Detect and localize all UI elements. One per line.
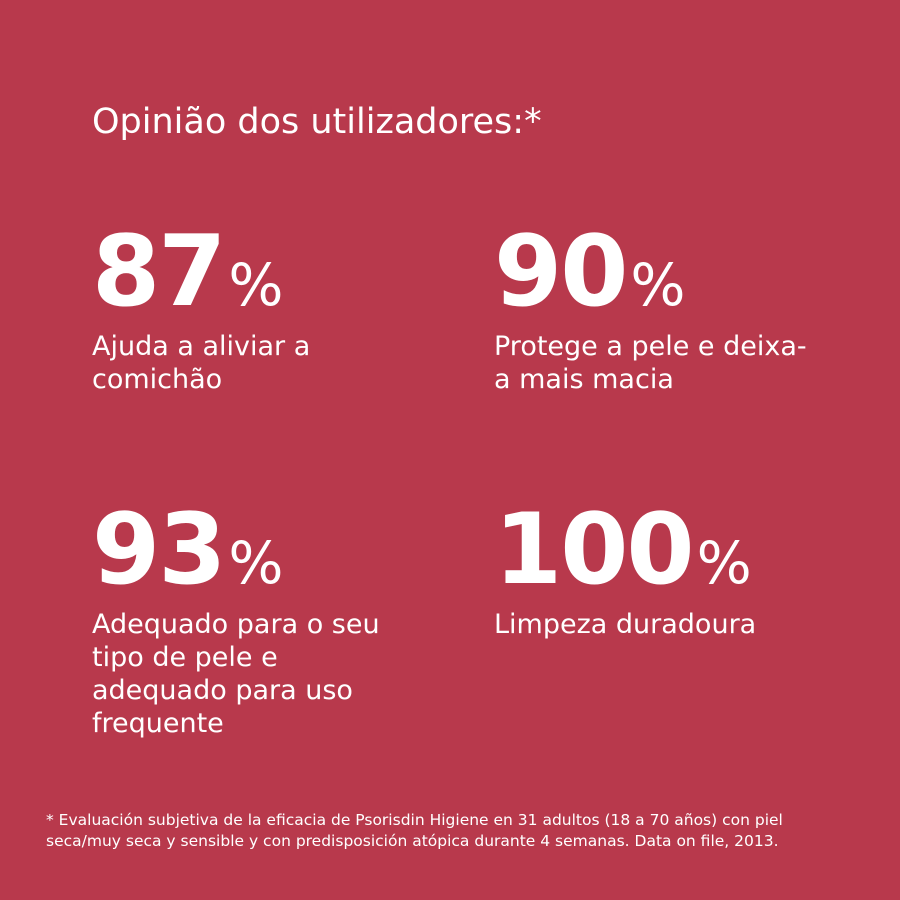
stat-unit: %	[228, 251, 284, 319]
stat-value: 93 %	[92, 500, 412, 600]
stat-unit: %	[630, 251, 686, 319]
stat-number: 90	[494, 215, 628, 329]
stat-skin-protection: 90 % Protege a pele e deixa-a mais macia	[494, 222, 814, 396]
stat-value: 87 %	[92, 222, 412, 322]
stat-unit: %	[696, 529, 752, 597]
stat-itch-relief: 87 % Ajuda a aliviar a comichão	[92, 222, 412, 396]
stat-description: Limpeza duradoura	[494, 609, 757, 640]
stat-lasting-clean: 100 % Limpeza duradoura	[494, 500, 814, 641]
stat-number: 93	[92, 493, 226, 607]
footnote: * Evaluación subjetiva de la eficacia de…	[46, 811, 783, 850]
page-title: Opinião dos utilizadores:*	[92, 102, 542, 142]
stat-value: 100 %	[494, 500, 814, 600]
stat-value: 90 %	[494, 222, 814, 322]
stat-number: 100	[494, 493, 695, 607]
stat-number: 87	[92, 215, 226, 329]
stat-description: Ajuda a aliviar a comichão	[92, 331, 311, 395]
stat-description: Adequado para o seu tipo de pele e adequ…	[92, 609, 380, 739]
stat-unit: %	[228, 529, 284, 597]
stat-skin-suitability: 93 % Adequado para o seu tipo de pele e …	[92, 500, 412, 740]
stat-description: Protege a pele e deixa-a mais macia	[494, 331, 807, 395]
